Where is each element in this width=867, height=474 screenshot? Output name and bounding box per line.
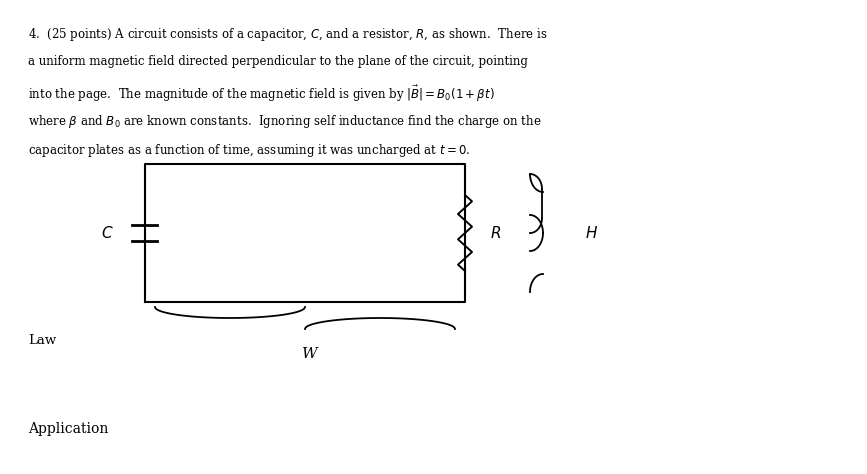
Text: Application: Application xyxy=(28,422,108,436)
Text: 4.  (25 points) A circuit consists of a capacitor, $C$, and a resistor, $R$, as : 4. (25 points) A circuit consists of a c… xyxy=(28,26,547,43)
Text: a uniform magnetic field directed perpendicular to the plane of the circuit, poi: a uniform magnetic field directed perpen… xyxy=(28,55,528,68)
Text: $R$: $R$ xyxy=(490,225,501,241)
Text: $H$: $H$ xyxy=(585,225,598,241)
Text: Law: Law xyxy=(28,334,56,347)
Text: $C$: $C$ xyxy=(101,225,114,241)
Text: W: W xyxy=(303,347,318,361)
Text: where $\beta$ and $B_0$ are known constants.  Ignoring self inductance find the : where $\beta$ and $B_0$ are known consta… xyxy=(28,113,542,130)
Text: into the page.  The magnitude of the magnetic field is given by $|\vec{B}| = B_0: into the page. The magnitude of the magn… xyxy=(28,84,495,104)
Text: capacitor plates as a function of time, assuming it was uncharged at $t = 0$.: capacitor plates as a function of time, … xyxy=(28,142,471,159)
